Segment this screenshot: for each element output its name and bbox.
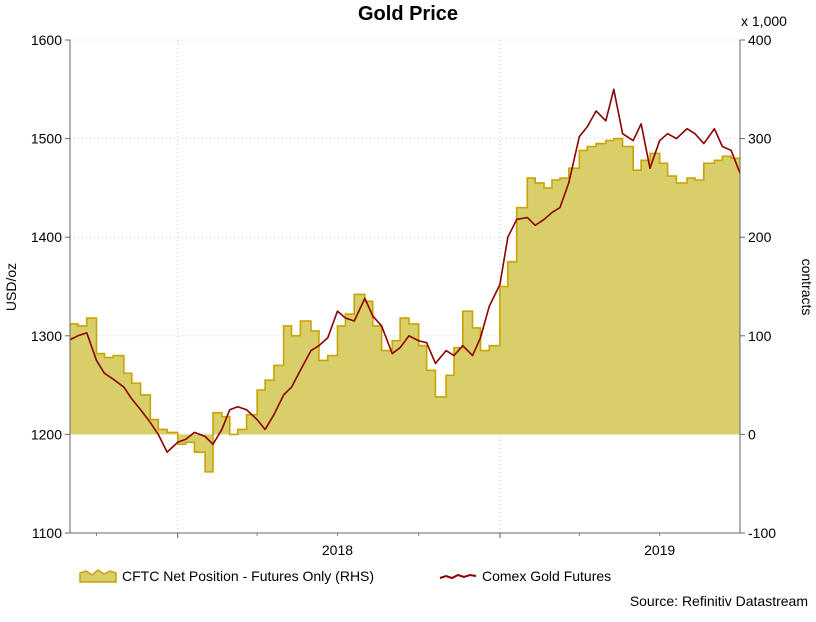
left-tick-label: 1300: [31, 328, 62, 344]
right-tick-label: 300: [748, 131, 772, 147]
right-tick-label: 200: [748, 229, 772, 245]
left-axis-label: USD/oz: [3, 263, 19, 311]
comex-gold-line: [69, 88, 741, 453]
cftc-area-edge: [70, 137, 740, 473]
chart-title: Gold Price: [358, 3, 458, 25]
source-note: Source: Refinitiv Datastream: [630, 593, 808, 609]
x-tick-label: 2018: [322, 542, 353, 558]
legend-label-comex: Comex Gold Futures: [482, 568, 611, 584]
right-tick-label: 400: [748, 32, 772, 48]
legend-item-comex: Comex Gold Futures: [439, 568, 611, 584]
legend-swatch-cftc: [79, 569, 117, 583]
left-tick-label: 1600: [31, 32, 62, 48]
axes: [65, 39, 745, 538]
legend-swatch-comex: [439, 573, 477, 580]
left-tick-label: 1500: [31, 131, 62, 147]
cftc-area-fill: [70, 138, 740, 472]
right-axis-label: contracts: [799, 259, 815, 316]
right-tick-label: 100: [748, 328, 772, 344]
left-tick-label: 1100: [32, 525, 62, 541]
tick-labels: 1100 1200 1300 1400 1500 1600 -100 0 100 200 300 40…: [31, 32, 776, 558]
x-tick-label: 2019: [644, 542, 675, 558]
legend-label-cftc: CFTC Net Position - Futures Only (RHS): [122, 568, 374, 584]
series-layer: [69, 88, 741, 473]
left-tick-label: 1400: [31, 229, 62, 245]
right-tick-label: 0: [748, 426, 756, 442]
right-tick-label: -100: [748, 525, 776, 541]
legend-item-cftc: CFTC Net Position - Futures Only (RHS): [79, 568, 374, 584]
legend: CFTC Net Position - Futures Only (RHS) C…: [79, 568, 611, 584]
left-tick-label: 1200: [31, 426, 62, 442]
right-axis-multiplier: x 1,000: [741, 13, 787, 29]
